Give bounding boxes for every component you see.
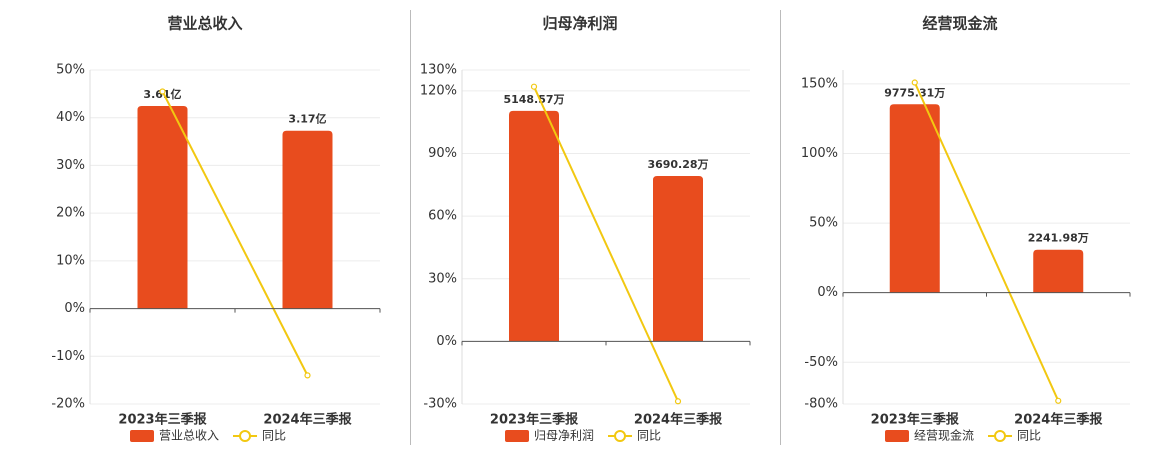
y-tick-label: 10%: [56, 253, 85, 268]
y-tick-label: 130%: [420, 63, 457, 78]
y-tick-label: 20%: [56, 206, 85, 221]
x-tick-label: 2023年三季报: [871, 412, 960, 428]
legend-swatch: [239, 430, 252, 442]
point: [674, 398, 682, 405]
y-tick-label: 60%: [428, 209, 457, 224]
y-tick-label: -30%: [423, 397, 457, 412]
legend-label: 同比: [637, 429, 661, 443]
chart-title: 营业总收入: [167, 15, 242, 33]
y-tick-label: 90%: [428, 146, 457, 161]
y-tick-label: 30%: [56, 158, 85, 173]
chart-title: 经营现金流: [922, 15, 997, 33]
y-tick-label: 50%: [809, 216, 838, 231]
legend-label: 营业总收入: [159, 429, 219, 443]
legend-label: 同比: [1017, 429, 1041, 443]
legend-label: 同比: [262, 429, 286, 443]
x-tick-label: 2024年三季报: [1014, 412, 1103, 428]
legend-swatch: [505, 430, 529, 442]
legend-swatch: [614, 430, 627, 442]
legend-label: 经营现金流: [914, 428, 974, 443]
legend-swatch: [885, 430, 909, 442]
point: [1055, 397, 1062, 404]
y-tick-label: -20%: [51, 397, 85, 412]
line: [533, 86, 679, 402]
value-label: 5148.57万: [503, 93, 564, 106]
bar: [653, 176, 703, 342]
y-tick-label: 50%: [56, 63, 85, 78]
point: [911, 79, 918, 86]
y-tick-label: 0%: [817, 285, 838, 300]
y-tick-label: 0%: [436, 334, 457, 349]
point: [159, 88, 166, 95]
bar: [137, 105, 188, 309]
bar: [1033, 249, 1084, 293]
value-label: 3.17亿: [288, 112, 326, 126]
legend-swatch: [130, 430, 154, 442]
bar: [889, 104, 940, 293]
y-tick-label: 30%: [428, 271, 457, 286]
legend-swatch: [994, 430, 1007, 442]
y-tick-label: 40%: [56, 110, 85, 125]
value-label: 2241.98万: [1028, 232, 1089, 245]
y-tick-label: -80%: [804, 397, 838, 412]
x-tick-label: 2023年三季报: [490, 412, 579, 428]
line: [161, 91, 309, 376]
y-tick-label: -50%: [804, 355, 838, 370]
y-tick-label: -10%: [51, 349, 85, 364]
point: [304, 372, 311, 379]
bar: [509, 110, 559, 342]
x-tick-label: 2024年三季报: [634, 412, 723, 428]
value-label: 3690.28万: [647, 158, 708, 171]
y-tick-label: 100%: [801, 146, 838, 161]
y-tick-label: 120%: [420, 83, 457, 98]
bar: [282, 130, 333, 309]
y-tick-label: 150%: [801, 76, 838, 91]
y-tick-label: 0%: [64, 301, 85, 316]
point: [530, 83, 538, 90]
x-tick-label: 2023年三季报: [118, 412, 207, 428]
chart-title: 归母净利润: [542, 15, 617, 33]
value-label: 9775.31万: [884, 86, 945, 99]
line: [913, 82, 1060, 402]
x-tick-label: 2024年三季报: [263, 412, 352, 428]
legend-label: 归母净利润: [534, 429, 594, 443]
